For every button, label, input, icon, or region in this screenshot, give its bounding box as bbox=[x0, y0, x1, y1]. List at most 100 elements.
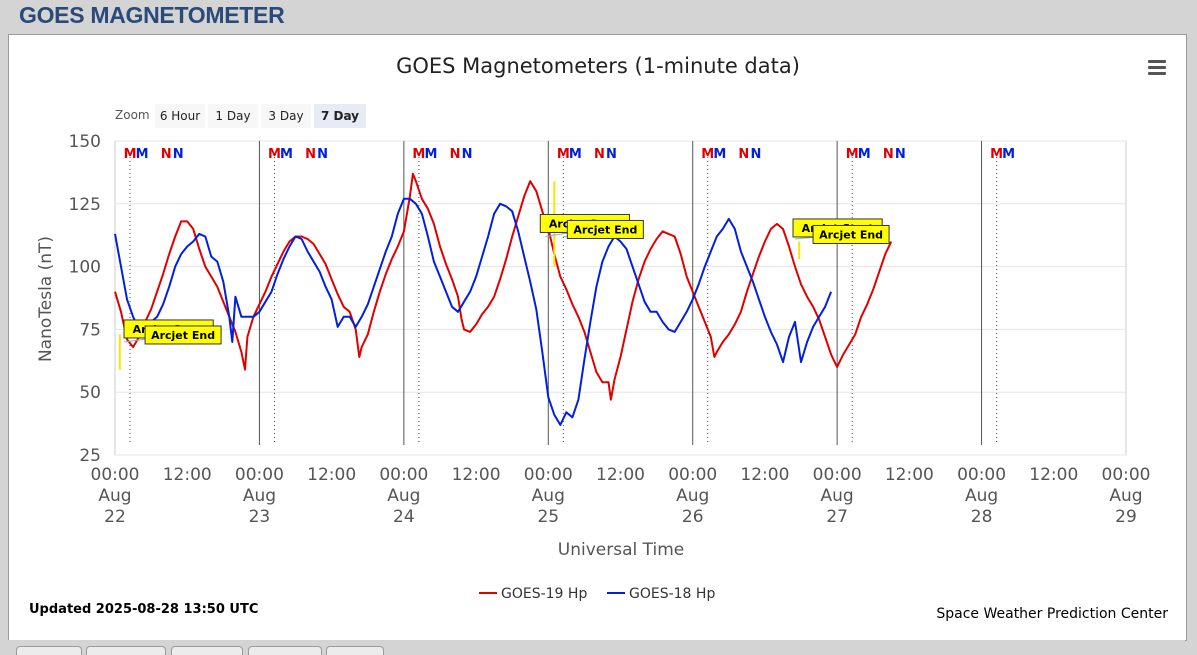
x-tick-label: Aug bbox=[821, 486, 854, 506]
zoom-button-label: 7 Day bbox=[321, 109, 359, 123]
chart-menu-button[interactable] bbox=[1146, 57, 1168, 77]
orbit-marker-N: N bbox=[173, 147, 184, 162]
x-tick-label: Aug bbox=[387, 486, 420, 506]
x-tick-label: Aug bbox=[965, 486, 998, 506]
x-tick-label: 29 bbox=[1115, 507, 1137, 527]
x-tick-label: Aug bbox=[243, 486, 276, 506]
x-tick-label: 12:00 bbox=[1029, 465, 1078, 485]
x-tick-label: 00:00 bbox=[379, 465, 428, 485]
zoom-button-bg bbox=[208, 104, 258, 128]
x-tick-label: 24 bbox=[393, 507, 415, 527]
hamburger-icon-bar bbox=[1148, 60, 1166, 63]
arcjet-annotation: Arcjet End bbox=[812, 224, 890, 244]
page-header: GOES MAGNETOMETER bbox=[0, 0, 1197, 34]
x-tick-label: 00:00 bbox=[524, 465, 573, 485]
orbit-marker-M: M bbox=[124, 147, 137, 162]
x-tick-label: 00:00 bbox=[235, 465, 284, 485]
zoom-button[interactable]: 6 Hour bbox=[155, 104, 205, 128]
page-title: GOES MAGNETOMETER bbox=[19, 2, 285, 28]
arcjet-annotation: Arcjet End bbox=[563, 219, 644, 239]
x-tick-label: 23 bbox=[249, 507, 271, 527]
x-tick-label: Aug bbox=[98, 486, 131, 506]
x-tick-label: 00:00 bbox=[813, 465, 862, 485]
annotation-box bbox=[812, 224, 890, 244]
annotation-box bbox=[566, 219, 644, 239]
orbit-marker-N: N bbox=[594, 147, 605, 162]
zoom-button-label: 6 Hour bbox=[160, 109, 200, 123]
zoom-button-bg bbox=[155, 104, 205, 128]
orbit-marker-M: M bbox=[268, 147, 281, 162]
legend-item[interactable]: GOES-19 Hp bbox=[479, 586, 587, 602]
orbit-marker-N: N bbox=[750, 147, 761, 162]
x-tick-label: Aug bbox=[676, 486, 709, 506]
orbit-marker-N: N bbox=[161, 147, 172, 162]
orbit-marker-M: M bbox=[136, 147, 149, 162]
orbit-marker-M: M bbox=[701, 147, 714, 162]
y-tick-label: 75 bbox=[79, 320, 101, 340]
zoom-controls: Zoom 6 Hour 1 Day 3 Day 7 Day bbox=[115, 104, 366, 128]
x-tick-label: 00:00 bbox=[1102, 465, 1151, 485]
zoom-button-bg bbox=[314, 104, 366, 128]
y-tick-label: 25 bbox=[79, 446, 101, 466]
x-tick-label: 12:00 bbox=[596, 465, 645, 485]
y-tick-label: 100 bbox=[69, 258, 101, 278]
zoom-button[interactable]: 3 Day bbox=[261, 104, 311, 128]
orbit-marker-N: N bbox=[738, 147, 749, 162]
hamburger-icon-bar bbox=[1148, 72, 1166, 75]
orbit-marker-M: M bbox=[280, 147, 293, 162]
hamburger-icon-bar bbox=[1148, 66, 1166, 69]
zoom-button[interactable]: 1 Day bbox=[208, 104, 258, 128]
zoom-label: Zoom bbox=[115, 108, 150, 122]
y-tick-label: 50 bbox=[79, 383, 101, 403]
series-line bbox=[114, 197, 833, 426]
orbit-marker-M: M bbox=[713, 147, 726, 162]
legend-label: GOES-18 Hp bbox=[629, 586, 715, 602]
x-tick-label: Aug bbox=[532, 486, 565, 506]
orbit-marker-N: N bbox=[606, 147, 617, 162]
legend-label: GOES-19 Hp bbox=[501, 586, 587, 602]
magnetometer-chart: GOES Magnetometers (1-minute data) Zoom 6… bbox=[36, 54, 1151, 602]
orbit-marker-N: N bbox=[883, 147, 894, 162]
orbit-marker-N: N bbox=[450, 147, 461, 162]
x-axis-label: Universal Time bbox=[558, 540, 684, 560]
x-tick-label: 26 bbox=[682, 507, 704, 527]
x-tick-label: 12:00 bbox=[307, 465, 356, 485]
orbit-marker-M: M bbox=[1002, 147, 1015, 162]
zoom-button[interactable]: 7 Day bbox=[314, 104, 366, 128]
orbit-marker-N: N bbox=[462, 147, 473, 162]
orbit-marker-M: M bbox=[412, 147, 425, 162]
x-tick-label: 12:00 bbox=[452, 465, 501, 485]
x-tick-label: 00:00 bbox=[91, 465, 140, 485]
x-tick-label: 00:00 bbox=[957, 465, 1006, 485]
series-line bbox=[114, 172, 893, 401]
annotation-label: Arcjet End bbox=[573, 223, 637, 236]
x-tick-label: Aug bbox=[1109, 486, 1142, 506]
x-tick-label: 22 bbox=[104, 507, 126, 527]
x-tick-label: 00:00 bbox=[668, 465, 717, 485]
chart-panel: GOES Magnetometers (1-minute data) Zoom 6… bbox=[8, 34, 1187, 641]
x-tick-label: 12:00 bbox=[740, 465, 789, 485]
legend-item[interactable]: GOES-18 Hp bbox=[607, 586, 715, 602]
x-tick-label: 12:00 bbox=[885, 465, 934, 485]
x-tick-label: 27 bbox=[826, 507, 848, 527]
annotation-box bbox=[144, 325, 222, 345]
orbit-marker-M: M bbox=[858, 147, 871, 162]
y-axis-label: NanoTesla (nT) bbox=[36, 236, 56, 362]
updated-timestamp: Updated 2025-08-28 13:50 UTC bbox=[29, 602, 259, 617]
orbit-marker-M: M bbox=[569, 147, 582, 162]
zoom-button-bg bbox=[261, 104, 311, 128]
bottom-tab-strip bbox=[8, 640, 1185, 655]
annotation-label: Arcjet End bbox=[151, 329, 215, 342]
annotation-label: Arcjet End bbox=[819, 228, 883, 241]
orbit-marker-N: N bbox=[317, 147, 328, 162]
orbit-marker-M: M bbox=[424, 147, 437, 162]
orbit-marker-M: M bbox=[846, 147, 859, 162]
x-tick-label: 25 bbox=[537, 507, 559, 527]
zoom-button-label: 3 Day bbox=[268, 109, 303, 123]
chart-title: GOES Magnetometers (1-minute data) bbox=[396, 54, 800, 78]
zoom-button-label: 1 Day bbox=[215, 109, 250, 123]
orbit-marker-N: N bbox=[895, 147, 906, 162]
orbit-marker-M: M bbox=[990, 147, 1003, 162]
x-tick-label: 28 bbox=[971, 507, 993, 527]
